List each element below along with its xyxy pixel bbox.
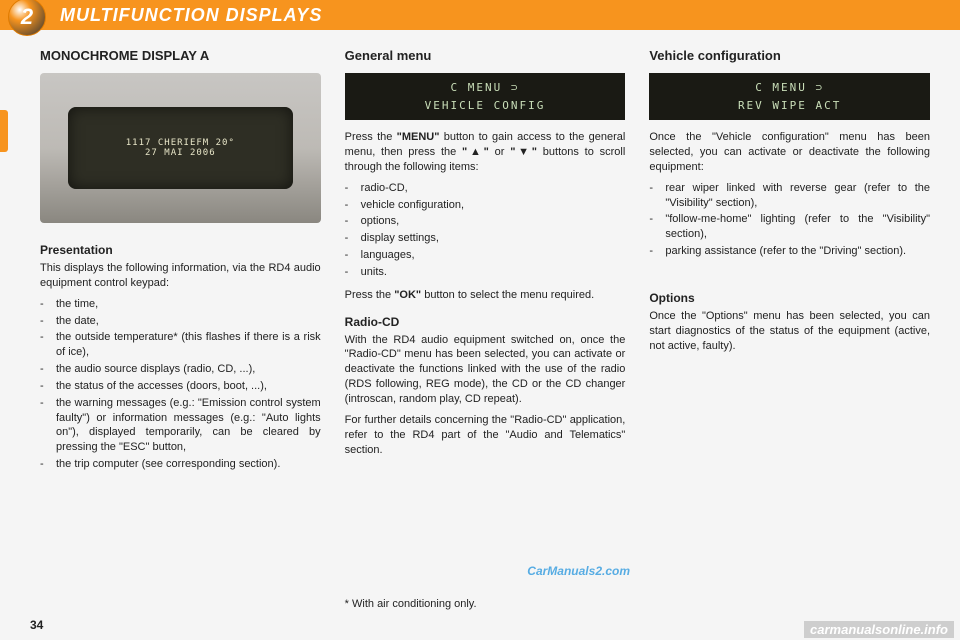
col2-list: radio-CD, vehicle configuration, options… [345, 181, 626, 282]
lcd-line1: C MENU ⊃ [355, 79, 616, 97]
col3-p2: Once the "Options" menu has been selecte… [649, 309, 930, 354]
list-item: the time, [40, 297, 321, 312]
col2-p3: With the RD4 audio equipment switched on… [345, 333, 626, 407]
col1-list: the time, the date, the outside temperat… [40, 297, 321, 474]
list-item: "follow-me-home" lighting (refer to the … [649, 212, 930, 242]
col2-subtitle-radio: Radio-CD [345, 315, 626, 329]
list-item: the date, [40, 314, 321, 329]
list-item: languages, [345, 248, 626, 263]
dashboard-photo: 1117 CHERIEFM 20° 27 MAI 2006 [40, 73, 321, 223]
list-item: the trip computer (see corresponding sec… [40, 457, 321, 472]
page-content: MONOCHROME DISPLAY A 1117 CHERIEFM 20° 2… [0, 30, 960, 620]
list-item: the outside temperature* (this flashes i… [40, 330, 321, 360]
column-3: Vehicle configuration C MENU ⊃ REV WIPE … [649, 48, 930, 610]
lcd-line1: C MENU ⊃ [659, 79, 920, 97]
col3-title: Vehicle configuration [649, 48, 930, 63]
list-item: vehicle configuration, [345, 198, 626, 213]
lcd-line2: REV WIPE ACT [659, 97, 920, 115]
photo-line1: 1117 CHERIEFM 20° [126, 138, 235, 148]
list-item: the audio source displays (radio, CD, ..… [40, 362, 321, 377]
header-title: MULTIFUNCTION DISPLAYS [60, 5, 322, 26]
list-item: rear wiper linked with reverse gear (ref… [649, 181, 930, 211]
column-1: MONOCHROME DISPLAY A 1117 CHERIEFM 20° 2… [40, 48, 321, 610]
col2-p1: Press the "MENU" button to gain access t… [345, 130, 626, 175]
side-tab [0, 110, 8, 152]
col1-subtitle: Presentation [40, 243, 321, 257]
column-2: General menu C MENU ⊃ VEHICLE CONFIG Pre… [345, 48, 626, 610]
list-item: the status of the accesses (doors, boot,… [40, 379, 321, 394]
header-bar: 2 MULTIFUNCTION DISPLAYS [0, 0, 960, 30]
col1-intro: This displays the following information,… [40, 261, 321, 291]
list-item: options, [345, 214, 626, 229]
watermark-footer: carmanualsonline.info [804, 621, 954, 638]
lcd-display-general: C MENU ⊃ VEHICLE CONFIG [345, 73, 626, 120]
col3-subtitle-options: Options [649, 291, 930, 305]
col2-p4: For further details concerning the "Radi… [345, 413, 626, 458]
col3-p1: Once the "Vehicle configuration" menu ha… [649, 130, 930, 175]
col1-title: MONOCHROME DISPLAY A [40, 48, 321, 63]
list-item: radio-CD, [345, 181, 626, 196]
list-item: parking assistance (refer to the "Drivin… [649, 244, 930, 259]
col2-title: General menu [345, 48, 626, 63]
footnote: * With air conditioning only. [345, 590, 626, 610]
list-item: display settings, [345, 231, 626, 246]
watermark-inline: CarManuals2.com [527, 564, 630, 578]
page-number: 34 [30, 618, 43, 632]
col2-p2: Press the "OK" button to select the menu… [345, 288, 626, 303]
lcd-line2: VEHICLE CONFIG [355, 97, 616, 115]
col3-list: rear wiper linked with reverse gear (ref… [649, 181, 930, 261]
lcd-display-vehicle: C MENU ⊃ REV WIPE ACT [649, 73, 930, 120]
photo-line2: 27 MAI 2006 [145, 148, 216, 158]
list-item: units. [345, 265, 626, 280]
dashboard-lcd: 1117 CHERIEFM 20° 27 MAI 2006 [68, 107, 293, 190]
list-item: the warning messages (e.g.: "Emission co… [40, 396, 321, 455]
